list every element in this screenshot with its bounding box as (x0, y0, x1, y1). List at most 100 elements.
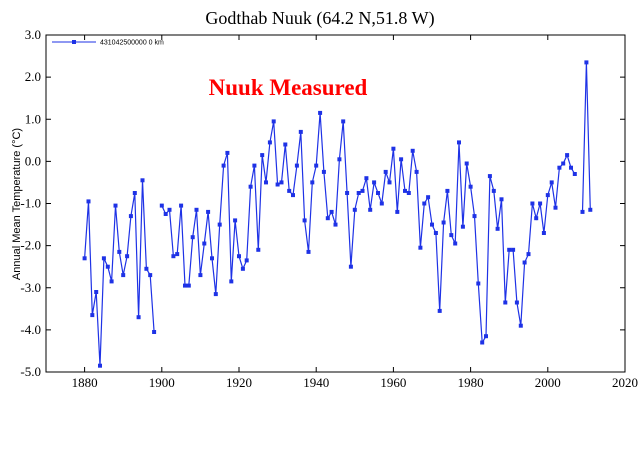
x-tick-label: 1980 (458, 375, 484, 390)
data-point (233, 218, 238, 223)
data-point (210, 256, 214, 261)
data-point (580, 209, 585, 214)
data-point (522, 260, 527, 265)
data-point (240, 266, 245, 271)
data-point (321, 169, 326, 174)
data-point (387, 180, 392, 185)
data-point (148, 273, 153, 278)
data-point (318, 110, 323, 115)
series-line (581, 62, 591, 212)
data-point (213, 292, 218, 297)
y-tick-label: 3.0 (25, 27, 41, 42)
data-point (584, 60, 589, 65)
legend-label: 431042500000 0 km (100, 40, 164, 47)
data-point (294, 163, 299, 168)
data-point (368, 207, 373, 212)
data-point (279, 180, 284, 185)
data-point (260, 153, 265, 158)
x-tick-label: 1900 (149, 375, 175, 390)
data-point (229, 279, 234, 284)
data-point (244, 258, 249, 263)
data-point (518, 323, 523, 328)
data-point (283, 142, 288, 147)
data-point (422, 201, 427, 206)
data-point (82, 256, 87, 261)
y-axis: 3.0 2.0 1.0 0.0 -1.0 -2.0 -3.0 -4.0 -5.0 (20, 27, 625, 379)
y-tick-label: -1.0 (20, 196, 41, 211)
data-point (291, 193, 295, 198)
x-tick-label: 2000 (535, 375, 561, 390)
data-point (329, 209, 334, 214)
data-point (132, 191, 137, 195)
data-point (348, 264, 353, 269)
data-point (376, 191, 380, 195)
data-point (414, 169, 419, 174)
data-point (217, 222, 222, 227)
data-point (468, 184, 473, 189)
data-point (341, 119, 346, 124)
data-point (175, 252, 180, 257)
y-tick-label: -5.0 (20, 364, 41, 379)
data-point (403, 188, 407, 193)
data-point (136, 315, 141, 320)
data-point (588, 207, 593, 212)
data-point (360, 188, 365, 193)
data-point (225, 150, 230, 155)
data-point (487, 174, 492, 179)
y-tick-label: 1.0 (25, 111, 41, 126)
data-point (163, 212, 168, 216)
data-point (372, 180, 377, 185)
data-point (545, 193, 550, 198)
data-point (538, 201, 543, 206)
chart-title: Godthab Nuuk (64.2 N,51.8 W) (205, 8, 434, 29)
data-point (507, 247, 512, 252)
data-point (94, 290, 99, 294)
data-point (352, 207, 357, 212)
data-point (364, 176, 369, 181)
data-point (271, 119, 276, 124)
data-point (86, 199, 91, 204)
data-point (379, 201, 384, 206)
data-point (534, 216, 539, 221)
data-point (113, 203, 118, 208)
data-point (480, 340, 485, 345)
data-point (90, 313, 95, 318)
data-point (499, 197, 504, 202)
data-point (298, 129, 303, 134)
data-point (121, 273, 126, 278)
data-point (264, 180, 268, 185)
annotation-nuuk-measured: Nuuk Measured (209, 75, 368, 100)
data-point (198, 273, 203, 278)
data-point (333, 222, 338, 227)
data-point (117, 249, 122, 254)
data-point (495, 226, 500, 231)
data-point (287, 188, 292, 193)
data-point (186, 283, 191, 288)
data-point (190, 235, 195, 240)
y-tick-label: -2.0 (20, 238, 41, 253)
x-tick-label: 1880 (72, 375, 98, 390)
data-point (167, 207, 172, 212)
data-point (109, 279, 114, 284)
data-point (449, 233, 454, 238)
series-line (84, 180, 155, 366)
data-point (356, 191, 361, 195)
data-point (105, 264, 110, 269)
x-tick-label: 1920 (226, 375, 252, 390)
data-point (464, 161, 469, 166)
data-point (426, 195, 431, 200)
data-point (572, 172, 577, 176)
data-point (152, 330, 157, 334)
data-point (472, 214, 477, 219)
data-point (256, 247, 261, 252)
x-tick-label: 2020 (612, 375, 638, 390)
data-point (252, 163, 257, 168)
series-layer (82, 60, 593, 368)
data-point (561, 161, 566, 166)
data-point (159, 203, 164, 208)
data-point (395, 209, 400, 214)
data-point (406, 191, 411, 195)
data-point (101, 256, 106, 261)
data-point (306, 249, 311, 254)
